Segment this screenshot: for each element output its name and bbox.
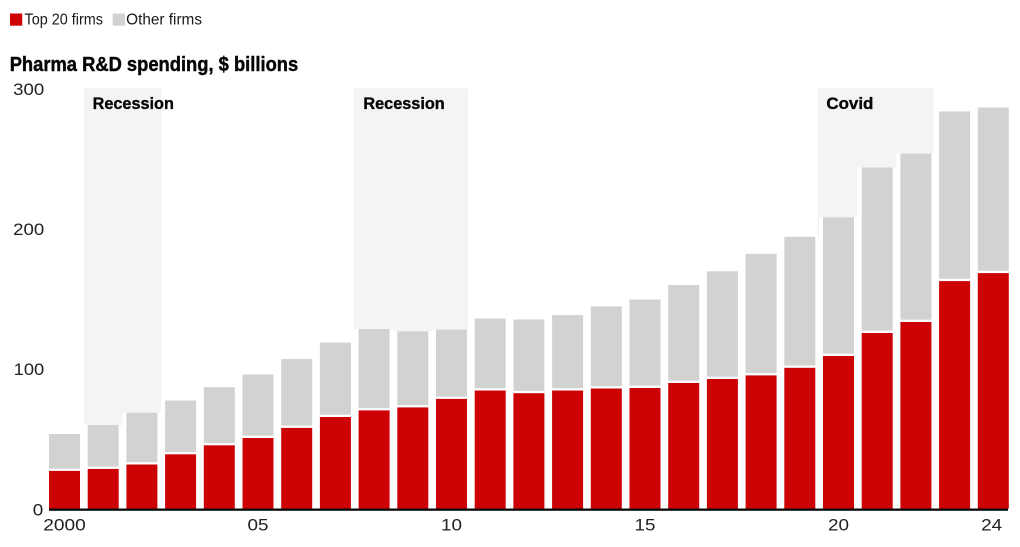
svg-text:05: 05 <box>248 517 269 535</box>
svg-text:0: 0 <box>33 500 44 519</box>
svg-text:200: 200 <box>13 220 44 239</box>
svg-text:24: 24 <box>981 517 1002 535</box>
svg-text:100: 100 <box>14 360 45 379</box>
svg-text:2000: 2000 <box>43 517 86 535</box>
svg-text:Other firms: Other firms <box>126 12 202 29</box>
svg-text:300: 300 <box>13 80 44 99</box>
svg-text:Top 20 firms: Top 20 firms <box>25 12 104 29</box>
svg-text:15: 15 <box>635 517 656 535</box>
svg-text:20: 20 <box>828 517 849 535</box>
svg-text:10: 10 <box>441 517 462 535</box>
svg-text:Covid: Covid <box>826 94 873 113</box>
svg-text:Recession: Recession <box>363 94 444 113</box>
svg-text:Pharma R&D spending, $ billion: Pharma R&D spending, $ billions <box>10 53 299 76</box>
svg-text:Recession: Recession <box>93 94 174 113</box>
